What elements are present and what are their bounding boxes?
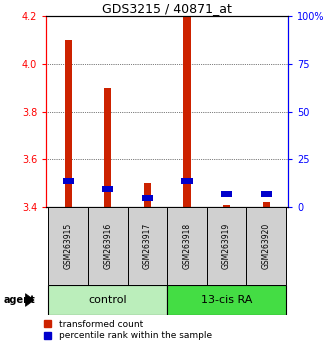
Bar (104, 87, 111, 207)
Title: GDS3215 / 40871_at: GDS3215 / 40871_at (102, 2, 232, 15)
Bar (260, 191, 272, 197)
Text: GSM263915: GSM263915 (64, 223, 72, 269)
Bar (102, 186, 113, 192)
Bar (88, 207, 127, 285)
Bar (127, 207, 167, 285)
Text: 13-cis RA: 13-cis RA (201, 295, 252, 305)
Bar (183, 16, 191, 207)
Bar (246, 207, 286, 285)
Bar (207, 207, 246, 285)
Bar (167, 207, 207, 285)
Bar (223, 205, 230, 207)
Text: GSM263920: GSM263920 (262, 223, 271, 269)
Text: GSM263916: GSM263916 (103, 223, 112, 269)
Text: GSM263919: GSM263919 (222, 223, 231, 269)
Bar (48, 207, 88, 285)
Bar (48, 285, 167, 315)
Bar (65, 40, 72, 207)
Text: control: control (88, 295, 127, 305)
Bar (167, 285, 286, 315)
Bar (181, 178, 193, 184)
Text: GSM263917: GSM263917 (143, 223, 152, 269)
Text: GSM263918: GSM263918 (182, 223, 191, 269)
Legend: transformed count, percentile rank within the sample: transformed count, percentile rank withi… (44, 320, 212, 340)
Bar (63, 178, 74, 184)
Bar (144, 183, 151, 207)
Bar (262, 202, 270, 207)
Text: agent: agent (3, 295, 35, 305)
Bar (221, 191, 232, 197)
Bar (142, 195, 153, 200)
